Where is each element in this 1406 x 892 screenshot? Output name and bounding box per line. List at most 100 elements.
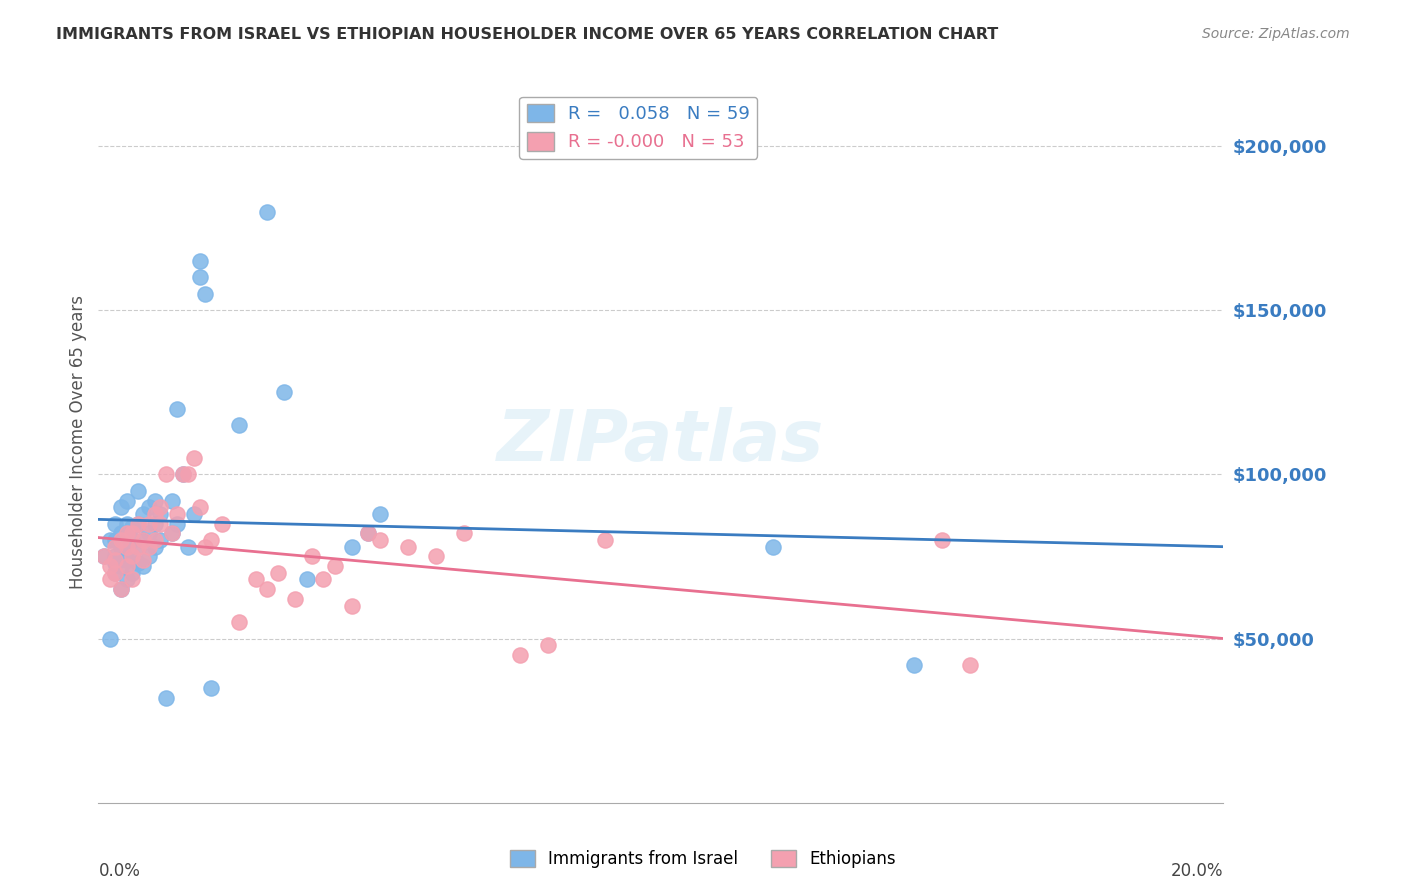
Point <box>138 516 160 531</box>
Point <box>273 385 295 400</box>
Point <box>121 549 143 564</box>
Point <box>340 540 363 554</box>
Text: Source: ZipAtlas.com: Source: ZipAtlas.com <box>1202 27 1350 41</box>
Point <box>323 559 346 574</box>
Point <box>183 450 205 465</box>
Point <box>98 632 121 646</box>
Point <box>121 533 143 547</box>
Point <box>143 516 166 531</box>
Point <box>104 566 127 580</box>
Point <box>245 573 267 587</box>
Point <box>368 533 391 547</box>
Point <box>188 253 211 268</box>
Point <box>98 533 121 547</box>
Point <box>155 467 177 482</box>
Point <box>160 493 183 508</box>
Point <box>301 549 323 564</box>
Point <box>160 526 183 541</box>
Point <box>98 559 121 574</box>
Point <box>166 507 188 521</box>
Point <box>149 533 172 547</box>
Point <box>903 657 925 672</box>
Point <box>127 540 149 554</box>
Point <box>104 553 127 567</box>
Point <box>149 507 172 521</box>
Point <box>149 516 172 531</box>
Point <box>160 526 183 541</box>
Point <box>104 549 127 564</box>
Point <box>138 500 160 515</box>
Point <box>110 582 132 597</box>
Point <box>110 500 132 515</box>
Point <box>228 615 250 630</box>
Point <box>115 553 138 567</box>
Text: ZIPatlas: ZIPatlas <box>498 407 824 476</box>
Point <box>453 526 475 541</box>
Point <box>115 516 138 531</box>
Point <box>284 592 307 607</box>
Point <box>959 657 981 672</box>
Point <box>104 566 127 580</box>
Point <box>104 533 127 547</box>
Point <box>115 559 138 574</box>
Point <box>104 516 127 531</box>
Point <box>132 533 155 547</box>
Point <box>143 493 166 508</box>
Point <box>593 533 616 547</box>
Point <box>138 540 160 554</box>
Point <box>132 559 155 574</box>
Point <box>127 483 149 498</box>
Point <box>127 540 149 554</box>
Point <box>127 556 149 570</box>
Point <box>166 516 188 531</box>
Point <box>121 520 143 534</box>
Point <box>340 599 363 613</box>
Point <box>172 467 194 482</box>
Point <box>537 638 560 652</box>
Point <box>256 582 278 597</box>
Point <box>143 533 166 547</box>
Point <box>357 526 380 541</box>
Point <box>267 566 290 580</box>
Point <box>143 540 166 554</box>
Point <box>132 507 155 521</box>
Point <box>115 493 138 508</box>
Point <box>183 507 205 521</box>
Point <box>188 500 211 515</box>
Point <box>115 526 138 541</box>
Point <box>143 507 166 521</box>
Point <box>110 559 132 574</box>
Legend: R =   0.058   N = 59, R = -0.000   N = 53: R = 0.058 N = 59, R = -0.000 N = 53 <box>519 96 758 159</box>
Point <box>115 540 138 554</box>
Y-axis label: Householder Income Over 65 years: Householder Income Over 65 years <box>69 294 87 589</box>
Point <box>115 540 138 554</box>
Legend: Immigrants from Israel, Ethiopians: Immigrants from Israel, Ethiopians <box>503 843 903 875</box>
Point <box>211 516 233 531</box>
Point <box>172 467 194 482</box>
Point <box>762 540 785 554</box>
Point <box>200 533 222 547</box>
Point <box>98 573 121 587</box>
Point <box>368 507 391 521</box>
Point <box>256 204 278 219</box>
Point <box>121 526 143 541</box>
Point <box>509 648 531 662</box>
Point <box>115 526 138 541</box>
Point <box>425 549 447 564</box>
Point <box>194 286 217 301</box>
Point <box>121 566 143 580</box>
Point <box>121 573 143 587</box>
Point <box>931 533 953 547</box>
Point <box>166 401 188 416</box>
Point <box>177 540 200 554</box>
Point <box>357 526 380 541</box>
Text: 20.0%: 20.0% <box>1171 862 1223 880</box>
Point <box>104 556 127 570</box>
Point <box>93 549 115 564</box>
Point <box>138 526 160 541</box>
Point <box>110 526 132 541</box>
Point <box>138 549 160 564</box>
Point <box>127 516 149 531</box>
Point <box>194 540 217 554</box>
Point <box>121 549 143 564</box>
